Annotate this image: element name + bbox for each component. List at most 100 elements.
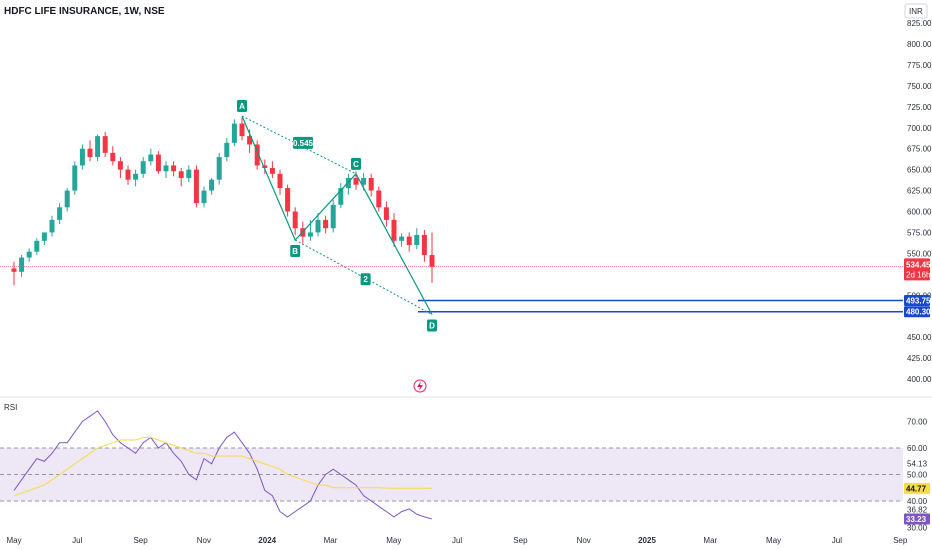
candle	[41, 232, 47, 245]
target-zone-upper-value: 493.75	[906, 296, 931, 305]
candles	[11, 117, 435, 286]
price-tick: 625.00	[907, 187, 932, 196]
candle-body	[178, 171, 184, 178]
candle-body	[26, 251, 32, 258]
rsi-current-badge: 33.23	[904, 513, 930, 525]
pattern-point-a-bg	[237, 100, 247, 113]
time-axis[interactable]: May Jul Sep Nov 2024 Mar May Jul Sep Nov 2025 Mar Ma…	[6, 536, 907, 545]
candle	[72, 161, 78, 195]
time-tick: Sep	[513, 536, 528, 545]
candle	[239, 117, 245, 141]
candle	[277, 169, 283, 195]
pattern-ratio-ac-bg	[293, 136, 313, 149]
candle-body	[140, 161, 146, 174]
candle-body	[353, 178, 359, 185]
candle-body	[269, 167, 275, 174]
price-tick: 750.00	[907, 82, 932, 91]
candle-body	[330, 204, 336, 229]
candle-body	[224, 142, 230, 158]
candle-body	[247, 136, 253, 145]
candle	[125, 165, 131, 185]
candle	[315, 213, 321, 237]
candle-body	[64, 190, 70, 208]
candle	[163, 161, 169, 178]
rsi-tick: 70.00	[907, 418, 928, 427]
price-tick: 425.00	[907, 354, 932, 363]
pattern-point-b-bg	[290, 244, 301, 257]
time-tick: Sep	[893, 536, 908, 545]
candle-body	[155, 154, 161, 172]
pattern-ratio-bd-bg	[360, 273, 371, 286]
candle-body	[34, 240, 40, 252]
price-tick: 600.00	[907, 208, 932, 217]
candle-body	[133, 173, 139, 180]
candle	[391, 213, 397, 247]
time-tick: 2024	[258, 536, 276, 545]
candle-body	[11, 268, 17, 272]
candle	[231, 119, 237, 147]
candle	[186, 165, 192, 183]
candle-body	[79, 148, 85, 166]
rsi-tick: 60.00	[907, 444, 928, 453]
pattern-point-a-text: A	[239, 102, 245, 111]
pattern-ratio-bd-text: 2	[363, 275, 368, 284]
candle	[368, 173, 374, 197]
current-price-value: 534.45	[906, 260, 931, 269]
candle	[216, 152, 222, 185]
candle-body	[361, 178, 367, 185]
candle-body	[201, 190, 207, 204]
candle	[140, 157, 146, 178]
candle	[155, 151, 161, 174]
candle	[269, 161, 275, 178]
candle	[376, 186, 382, 212]
candle-body	[421, 234, 427, 256]
time-tick: Sep	[133, 536, 148, 545]
symbol-title: HDFC LIFE INSURANCE, 1W, NSE	[4, 6, 165, 17]
price-tick: 650.00	[907, 166, 932, 175]
countdown-value: 2d 16h	[906, 270, 930, 279]
time-tick: Nov	[197, 536, 211, 545]
pattern-point-b-text: B	[292, 247, 298, 256]
candle	[406, 232, 412, 252]
candle	[34, 238, 40, 256]
pattern-point-d-text: D	[429, 322, 435, 331]
candle-body	[163, 165, 169, 172]
candle	[330, 199, 336, 233]
rsi-layer	[13, 410, 433, 520]
candle-body	[117, 161, 123, 170]
rsi-ma-value: 44.77	[906, 484, 927, 493]
harmonic-pattern[interactable]: A B C D 0.545 2	[237, 100, 437, 332]
candle-body	[376, 190, 382, 208]
candle-body	[41, 232, 47, 241]
rsi-ma-line	[13, 436, 433, 497]
rsi-ma-badge: 44.77	[904, 482, 930, 494]
target-zone-lower-value: 480.30	[906, 308, 931, 317]
candle-body	[148, 154, 154, 162]
rsi-tick: 30.00	[907, 524, 928, 533]
currency-box[interactable]	[904, 3, 928, 19]
lightning-icon[interactable]	[413, 379, 427, 393]
candle-body	[209, 179, 215, 191]
time-tick: Jul	[832, 536, 842, 545]
candle	[224, 137, 230, 162]
candle-body	[95, 136, 101, 158]
candle	[201, 186, 207, 208]
candle	[285, 184, 291, 217]
candle	[209, 178, 215, 195]
pattern-point-d: D	[427, 319, 437, 332]
pattern-point-d-bg	[427, 319, 437, 332]
time-tick: Nov	[577, 536, 591, 545]
price-tick: 575.00	[907, 228, 932, 237]
pattern-ac-line	[241, 115, 357, 175]
candle	[26, 248, 32, 262]
candle-body	[57, 207, 63, 220]
candle	[414, 228, 420, 250]
candle-body	[193, 169, 199, 204]
price-tick: 700.00	[907, 124, 932, 133]
candle-body	[171, 165, 177, 172]
candle	[110, 146, 116, 166]
candle	[262, 159, 268, 174]
rsi-label: RSI	[4, 403, 17, 412]
